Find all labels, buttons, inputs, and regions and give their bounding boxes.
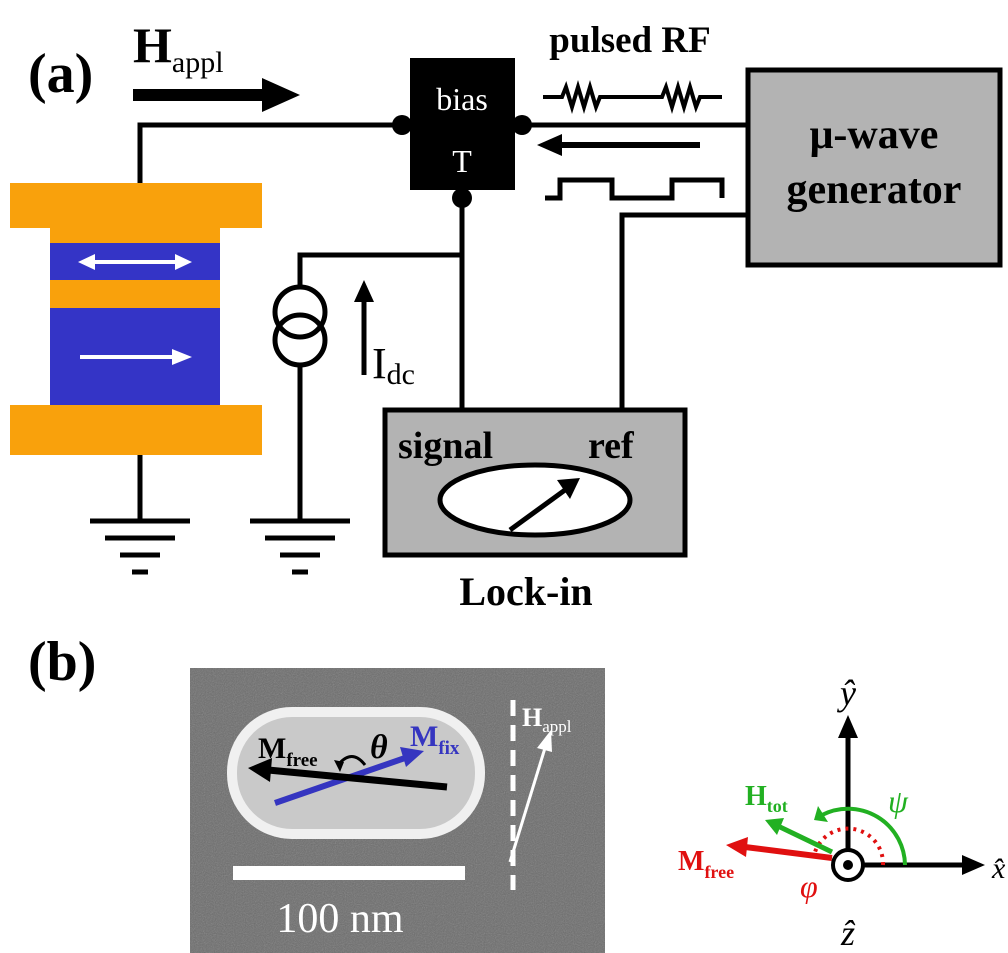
h-tot-label: Htot [745,781,788,816]
panel-a: (a) Happl bias T μ-wave generator pulsed… [10,17,1000,614]
current-source [275,287,325,365]
subscript: tot [767,796,788,816]
m-free-vector [726,837,832,858]
field-arrow [133,78,300,112]
subscript: free [704,862,734,882]
symbol: M [258,732,286,765]
meter [440,465,630,535]
rf-signal [543,87,722,107]
symbol: I [372,339,387,388]
generator-label: μ-wave [810,112,939,158]
power-arrow [537,134,700,156]
h-appl-label: Happl [133,17,224,79]
junction [512,115,532,135]
lockin-port: ref [588,425,635,467]
current-label: Idc [372,339,415,391]
sample-stack [10,183,262,455]
psi-label: ψ [888,783,909,819]
bias-tee-label: bias [436,81,488,117]
x-axis-label: x̂ [991,852,1006,885]
axes [838,715,985,875]
subscript: appl [542,717,572,736]
ground [90,521,350,572]
lockin-label: Lock-in [459,569,592,614]
h-tot-arrow [765,818,832,852]
phi-label: φ [800,868,818,904]
symbol: H [522,703,542,732]
bias-tee-label: T [452,143,472,179]
y-axis-label: ŷ [837,673,856,713]
subscript: dc [387,358,415,391]
scale-bar [233,866,465,880]
symbol: H [745,781,767,812]
subscript: free [286,750,317,771]
junction [392,115,412,135]
symbol: M [410,720,438,753]
scale-label: 100 nm [276,896,404,942]
pulse-train [545,180,722,198]
panel-label: (b) [28,631,96,693]
subscript: fix [438,738,460,759]
panel-b: (b) Mfree θ Mfix Happl 100 nm ŷ x̂ ẑ Hto… [28,631,1006,953]
theta-label: θ [370,729,388,766]
z-axis-dot [843,860,853,870]
m-free-vector-label: Mfree [678,846,734,882]
symbol: M [678,846,704,877]
junction [452,188,472,208]
current-arrow [354,280,374,375]
pulsed-rf-label: pulsed RF [549,20,710,61]
z-axis-label: ẑ [840,913,856,953]
panel-label: (a) [28,43,93,105]
generator-label: generator [787,167,962,213]
lockin-port: signal [398,425,493,467]
subscript: appl [172,46,224,79]
figure: (a) Happl bias T μ-wave generator pulsed… [0,0,1008,953]
symbol: H [133,17,172,73]
